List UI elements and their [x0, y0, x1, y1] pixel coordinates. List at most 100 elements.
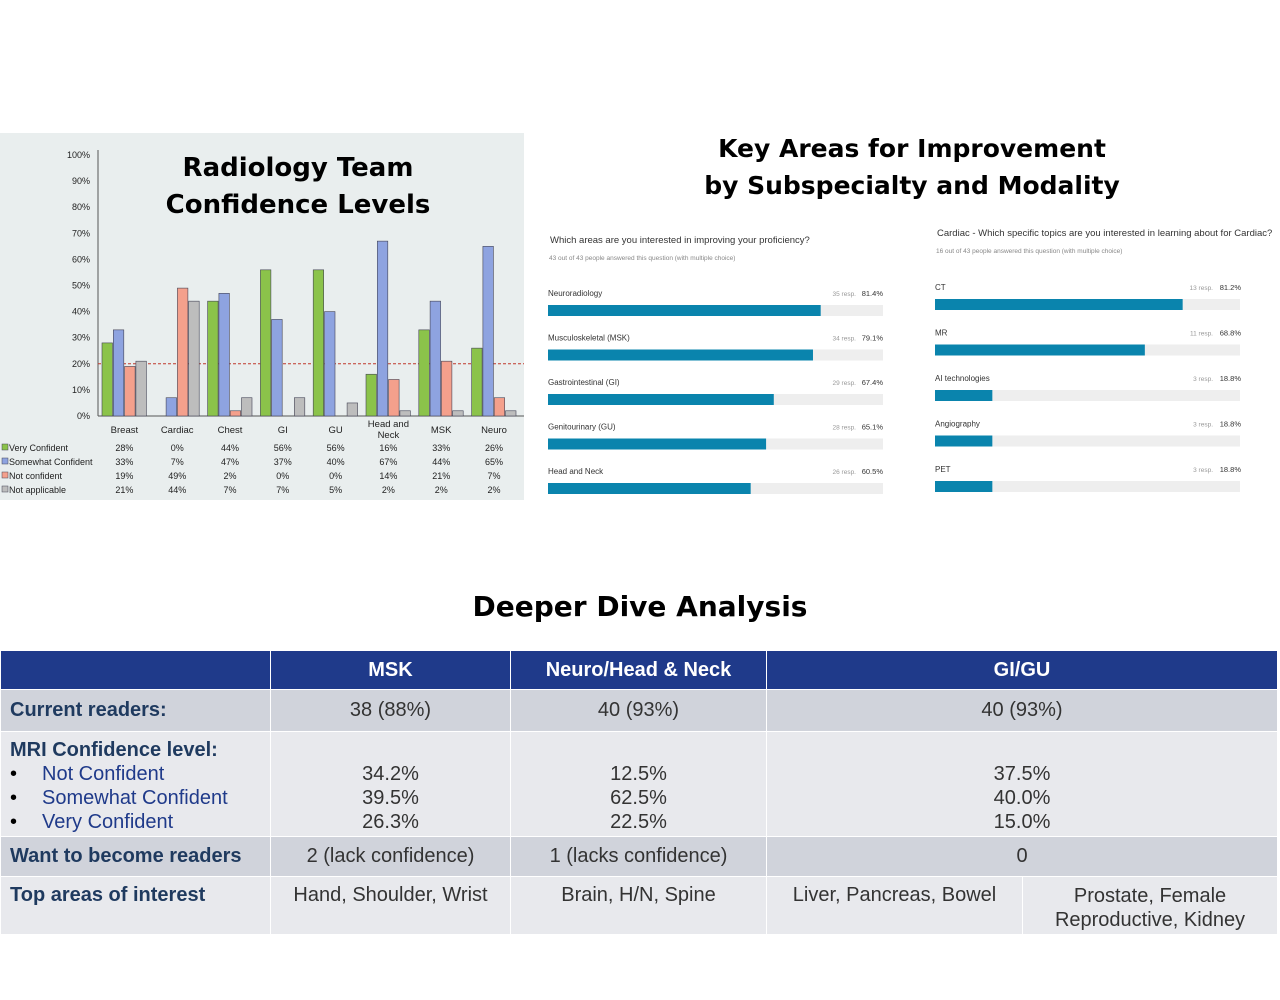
- data-table-value: 47%: [221, 457, 239, 467]
- bar-cardiac-1: [165, 397, 177, 417]
- data-table-value: 0%: [276, 471, 289, 481]
- survey-bar-track: [935, 390, 1240, 401]
- survey-question: Cardiac - Which specific topics are you …: [937, 228, 1272, 239]
- bullet-2: •: [10, 787, 18, 809]
- survey-bar-fill: [935, 390, 993, 401]
- survey-bar-fill: [935, 435, 993, 447]
- want-readers-neuro: 1 (lacks confidence): [510, 836, 767, 877]
- bar-chest-1: [218, 293, 230, 417]
- bar-gu-3: [346, 402, 358, 417]
- survey-item-percent: 18.8%: [1220, 374, 1242, 383]
- bar-chest-3: [241, 397, 253, 417]
- bullet-3: •: [10, 811, 18, 833]
- y-tick-label: 50%: [72, 281, 90, 291]
- cardiac-topics-survey-chart: Cardiac - Which specific topics are you …: [935, 228, 1272, 492]
- survey-bar-fill: [548, 438, 767, 450]
- bar-gi-3: [293, 397, 306, 417]
- survey-item-percent: 68.8%: [1220, 329, 1242, 338]
- mri-neuro-very: 22.5%: [610, 811, 667, 833]
- survey-subtitle: 43 out of 43 people answered this questi…: [549, 255, 735, 262]
- bar-breast-0: [101, 342, 113, 417]
- data-table-value: 14%: [379, 471, 397, 481]
- x-category-label: Chest: [218, 425, 243, 436]
- data-table-value: 67%: [379, 457, 397, 467]
- top-areas-neuro: Brain, H/N, Spine: [510, 876, 767, 935]
- y-tick-label: 80%: [72, 202, 90, 212]
- bar-chest-0: [207, 300, 219, 417]
- survey-item-count: 35 resp.: [833, 291, 857, 298]
- top-areas-gi: Liver, Pancreas, Bowel: [766, 876, 1023, 935]
- bar-breast-1: [113, 329, 125, 417]
- want-readers-gigu: 0: [765, 836, 1279, 877]
- top-areas-gu: Prostate, Female Reproductive, Kidney: [1021, 876, 1279, 935]
- survey-item-label: AI technologies: [935, 374, 990, 383]
- data-table-value: 56%: [274, 443, 292, 453]
- left-title-line-1: Radiology Team: [182, 153, 414, 183]
- survey-bar-fill: [935, 299, 1183, 310]
- bar-msk-3: [452, 410, 464, 417]
- data-table-value: 0%: [171, 443, 184, 453]
- survey-item-count: 26 resp.: [833, 469, 857, 476]
- data-table-value: 7%: [223, 485, 236, 495]
- survey-question: Which areas are you interested in improv…: [550, 235, 810, 246]
- left-title-line-2: Confidence Levels: [165, 190, 431, 220]
- mri-item-label: Not Confident: [42, 763, 165, 785]
- survey-subtitle: 16 out of 43 people answered this questi…: [936, 248, 1122, 255]
- data-table-value: 7%: [487, 471, 500, 481]
- survey-item-count: 11 resp.: [1190, 331, 1213, 338]
- mri-confidence-label: MRI Confidence level:: [10, 739, 218, 761]
- x-category-label: Head and: [368, 419, 409, 430]
- survey-bar-fill: [935, 344, 1145, 356]
- bullet-1: •: [10, 763, 18, 785]
- bar-gi-0: [260, 269, 272, 417]
- survey-item-count: 3 resp.: [1193, 422, 1213, 429]
- x-category-label: Neck: [378, 430, 400, 441]
- mri-neuro-cell: 12.5% 62.5% 22.5%: [510, 731, 767, 837]
- survey-item-percent: 65.1%: [862, 423, 884, 432]
- legend-label: Not confident: [9, 471, 63, 481]
- data-table-value: 16%: [379, 443, 397, 453]
- data-table-value: 37%: [274, 457, 292, 467]
- bar-neuro-1: [482, 246, 494, 417]
- top-areas-msk: Hand, Shoulder, Wrist: [270, 876, 511, 935]
- bar-breast-2: [124, 366, 136, 417]
- data-table-value: 33%: [115, 457, 133, 467]
- survey-item-count: 28 resp.: [833, 425, 857, 432]
- data-table-value: 7%: [276, 485, 289, 495]
- y-tick-label: 40%: [72, 307, 90, 317]
- survey-bar-fill: [548, 349, 813, 361]
- survey-item-count: 3 resp.: [1193, 376, 1213, 383]
- data-table-value: 40%: [327, 457, 345, 467]
- bar-chest-2: [229, 410, 241, 417]
- mri-item-very-confident: • Very Confident: [10, 810, 270, 834]
- survey-item-count: 29 resp.: [833, 380, 857, 387]
- data-table-value: 2%: [223, 471, 236, 481]
- bar-cardiac-2: [177, 287, 189, 417]
- row-top-areas: Top areas of interest Hand, Shoulder, Wr…: [0, 876, 1279, 935]
- want-readers-msk: 2 (lack confidence): [270, 836, 511, 877]
- right-title-line-1: Key Areas for Improvement: [718, 134, 1106, 163]
- header-neuro: Neuro/Head & Neck: [510, 650, 767, 690]
- mri-msk-somewhat: 39.5%: [362, 787, 419, 809]
- bar-head-and-neck-1: [376, 240, 389, 417]
- table-header-row: MSK Neuro/Head & Neck GI/GU: [0, 650, 1279, 690]
- data-table-value: 28%: [115, 443, 133, 453]
- data-table-value: 5%: [329, 485, 342, 495]
- data-table-value: 0%: [329, 471, 342, 481]
- survey-item-percent: 79.1%: [862, 334, 884, 343]
- legend-swatch: [1, 443, 9, 451]
- survey-bar-fill: [548, 483, 751, 494]
- mri-item-not-confident: • Not Confident: [10, 762, 270, 786]
- mri-msk-not: 34.2%: [362, 763, 419, 785]
- deeper-dive-table: MSK Neuro/Head & Neck GI/GU Current read…: [0, 650, 1279, 935]
- mri-confidence-cell: MRI Confidence level: • Not Confident • So…: [0, 731, 271, 837]
- data-table-value: 56%: [327, 443, 345, 453]
- data-table-value: 44%: [432, 457, 450, 467]
- data-table-value: 65%: [485, 457, 503, 467]
- survey-item-label: PET: [935, 465, 951, 474]
- survey-item-label: Musculoskeletal (MSK): [548, 334, 630, 343]
- deeper-dive-title: Deeper Dive Analysis: [472, 590, 808, 623]
- x-category-label: GI: [278, 425, 288, 436]
- survey-bar-fill: [548, 305, 821, 316]
- bar-head-and-neck-3: [399, 410, 411, 417]
